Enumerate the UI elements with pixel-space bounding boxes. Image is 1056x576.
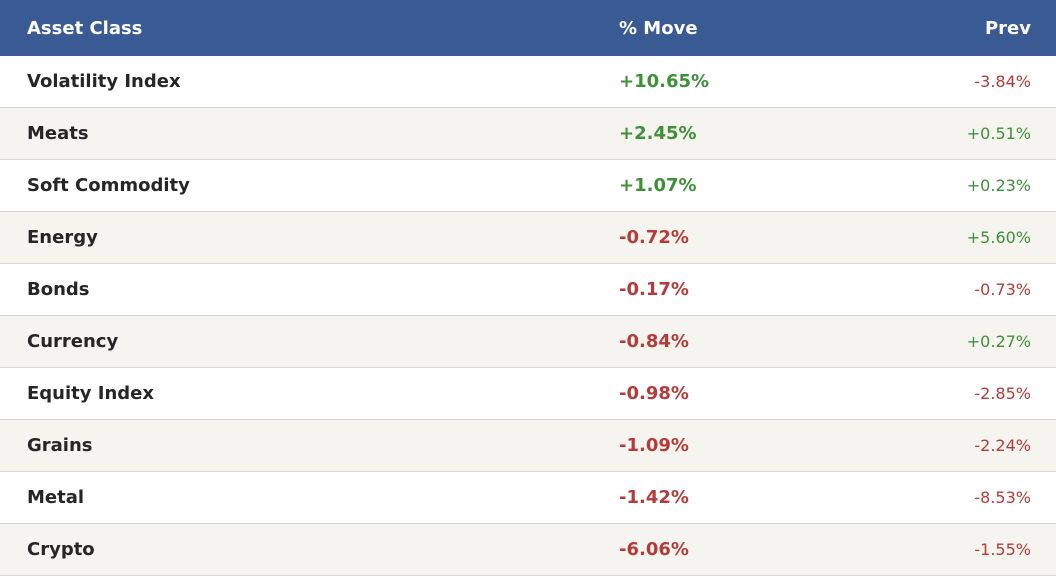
move: -0.84% xyxy=(619,331,689,352)
prev: -0.73% xyxy=(974,280,1031,299)
asset-class: Metal xyxy=(27,487,85,508)
move: -1.42% xyxy=(619,487,689,508)
prev: -8.53% xyxy=(974,488,1031,507)
asset-class: Meats xyxy=(27,123,89,144)
table-row: Metal -1.42% -8.53% xyxy=(0,472,1056,524)
table-row: Soft Commodity +1.07% +0.23% xyxy=(0,160,1056,212)
asset-class: Grains xyxy=(27,435,93,456)
table-row: Grains -1.09% -2.24% xyxy=(0,420,1056,472)
table-row: Crypto -6.06% -1.55% xyxy=(0,524,1056,576)
table-row: Meats +2.45% +0.51% xyxy=(0,108,1056,160)
move: -1.09% xyxy=(619,435,689,456)
prev: -1.55% xyxy=(974,540,1031,559)
prev: -2.85% xyxy=(974,384,1031,403)
prev: +0.27% xyxy=(966,332,1031,351)
move: -0.17% xyxy=(619,279,689,300)
table-row: Currency -0.84% +0.27% xyxy=(0,316,1056,368)
move: -0.98% xyxy=(619,383,689,404)
asset-class: Crypto xyxy=(27,539,95,560)
column-header: % Move xyxy=(619,17,698,39)
asset-class: Volatility Index xyxy=(27,71,181,92)
column-header: Prev xyxy=(984,17,1031,39)
prev: +0.51% xyxy=(966,124,1031,143)
asset-class: Currency xyxy=(27,331,119,352)
asset-class: Bonds xyxy=(27,279,90,300)
move: +2.45% xyxy=(619,123,697,144)
header-row: Asset Class % Move Prev xyxy=(0,0,1056,56)
move: +10.65% xyxy=(619,71,710,92)
move: -6.06% xyxy=(619,539,689,560)
table-row: Bonds -0.17% -0.73% xyxy=(0,264,1056,316)
asset-class: Soft Commodity xyxy=(27,175,190,196)
prev: -3.84% xyxy=(974,72,1031,91)
prev: +0.23% xyxy=(966,176,1031,195)
prev: +5.60% xyxy=(966,228,1031,247)
prev: -2.24% xyxy=(974,436,1031,455)
move: -0.72% xyxy=(619,227,689,248)
move: +1.07% xyxy=(619,175,697,196)
asset-class: Equity Index xyxy=(27,383,154,404)
column-header: Asset Class xyxy=(27,17,143,39)
table-row: Equity Index -0.98% -2.85% xyxy=(0,368,1056,420)
table-row: Energy -0.72% +5.60% xyxy=(0,212,1056,264)
asset-class: Energy xyxy=(27,227,98,248)
table-row: Volatility Index +10.65% -3.84% xyxy=(0,56,1056,108)
